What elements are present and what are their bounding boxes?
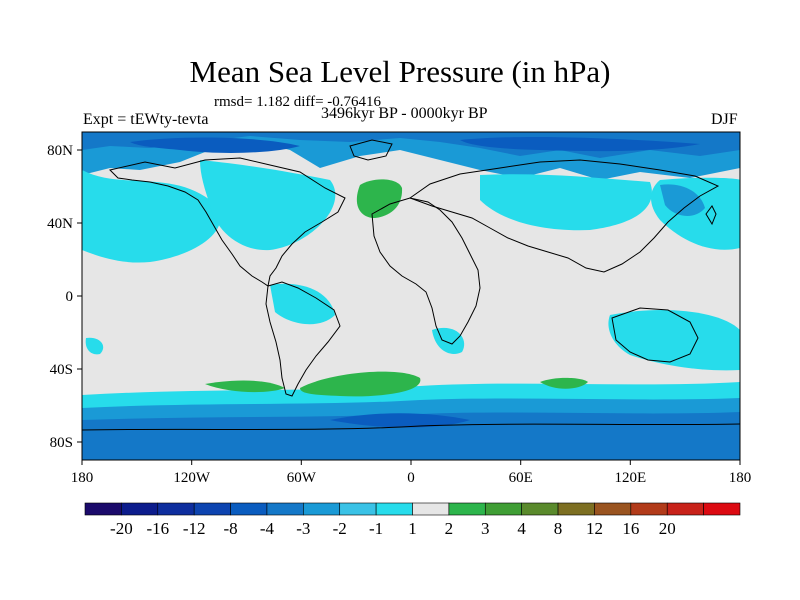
- colorbar-swatch: [594, 502, 632, 516]
- southern-ocean-core-anomaly: [330, 413, 470, 428]
- tropical-atlantic-anomaly: [270, 283, 335, 325]
- arctic-core-anomaly: [130, 137, 300, 153]
- colorbar-label: 3: [481, 519, 490, 538]
- colorbar-label: 20: [659, 519, 676, 538]
- colorbar-swatch: [703, 502, 741, 516]
- colorbar-label: -20: [110, 519, 133, 538]
- experiment-label: Expt = tEWty-tevta: [83, 111, 209, 128]
- greenland-coast: [349, 139, 393, 161]
- y-tick-label: 40N: [47, 216, 73, 232]
- figure-title: Mean Sea Level Pressure (in hPa): [189, 54, 611, 89]
- southern-indian-positive-anomaly: [540, 377, 588, 389]
- colorbar-swatch: [193, 502, 231, 516]
- x-tick-label: 60E: [509, 470, 533, 486]
- colorbar-swatch: [339, 502, 377, 516]
- kuroshio-anomaly: [660, 184, 705, 216]
- colorbar-swatch: [266, 502, 304, 516]
- north-america-anomaly: [200, 160, 336, 251]
- colorbar-label: -12: [183, 519, 206, 538]
- north-atlantic-positive-anomaly: [356, 179, 403, 218]
- colorbar-label: 4: [517, 519, 526, 538]
- colorbar-swatch: [484, 502, 522, 516]
- colorbar-label: 16: [622, 519, 639, 538]
- x-tick-label: 180: [729, 470, 752, 486]
- y-tick-label: 0: [66, 289, 74, 305]
- asia-anomaly: [480, 174, 652, 231]
- rmsd-diff-stats: rmsd= 1.182 diff= -0.76416: [214, 94, 382, 110]
- colorbar-label: -1: [369, 519, 383, 538]
- coastlines: [82, 139, 740, 431]
- colorbar-swatch: [630, 502, 668, 516]
- colorbar-label: -8: [223, 519, 237, 538]
- antarctic-anomaly: [82, 440, 740, 460]
- antarctica-coast: [82, 423, 740, 431]
- colorbar-label: 2: [445, 519, 454, 538]
- africa-coast: [371, 197, 481, 345]
- x-tick-label: 0: [407, 470, 415, 486]
- north-america-coast: [109, 157, 346, 287]
- colorbar-swatch: [157, 502, 195, 516]
- x-tick-label: 120W: [173, 470, 211, 486]
- north-pacific-anomaly: [82, 170, 221, 263]
- australia-anomaly: [608, 310, 740, 371]
- season-label: DJF: [711, 111, 738, 128]
- colorbar-label: -3: [296, 519, 310, 538]
- y-tick-label: 80N: [47, 143, 73, 159]
- colorbar: -20 -16 -12 -8 -4 -3 -2 -1 1 2 3 4 8 12 16 20: [84, 502, 741, 538]
- colorbar-label: -2: [333, 519, 347, 538]
- colorbar-swatch: [303, 502, 341, 516]
- colorbar-swatch: [412, 502, 450, 516]
- colorbar-swatch: [448, 502, 486, 516]
- x-tick-label: 120E: [614, 470, 646, 486]
- colorbar-swatch: [557, 502, 595, 516]
- south-atlantic-positive-anomaly: [300, 371, 421, 397]
- colorbar-swatch: [521, 502, 559, 516]
- colorbar-label: -4: [260, 519, 275, 538]
- colorbar-label: -16: [146, 519, 169, 538]
- south-america-coast: [265, 281, 341, 397]
- pressure-field: [82, 132, 740, 460]
- southeast-pacific-positive-anomaly: [205, 380, 285, 393]
- y-tick-label: 40S: [50, 362, 73, 378]
- colorbar-swatch: [121, 502, 159, 516]
- x-axis: 180 120W 60W 0 60E 120E 180: [71, 460, 752, 486]
- south-pacific-small-anomaly: [85, 337, 104, 355]
- colorbar-swatch: [666, 502, 704, 516]
- eurasia-coast: [408, 159, 720, 273]
- australia-coast: [611, 307, 699, 363]
- siberian-core-anomaly: [460, 137, 700, 152]
- japan-coast: [705, 205, 717, 226]
- y-axis: 80N 40N 0 40S 80S: [47, 143, 82, 451]
- colorbar-label: 12: [586, 519, 603, 538]
- colorbar-label: 8: [554, 519, 563, 538]
- time-period-label: 3496kyr BP - 0000kyr BP: [321, 105, 488, 122]
- x-tick-label: 60W: [287, 470, 317, 486]
- colorbar-swatch: [84, 502, 122, 516]
- colorbar-swatch: [375, 502, 413, 516]
- y-tick-label: 80S: [50, 435, 73, 451]
- colorbar-label: 1: [408, 519, 417, 538]
- x-tick-label: 180: [71, 470, 94, 486]
- colorbar-swatch: [230, 502, 268, 516]
